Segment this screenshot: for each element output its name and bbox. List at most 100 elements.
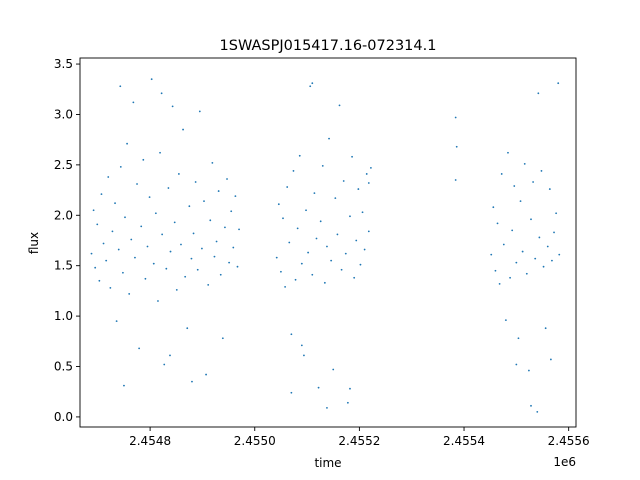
data-point	[288, 241, 291, 244]
data-point	[228, 261, 231, 264]
data-point	[163, 363, 166, 366]
data-point	[496, 222, 499, 225]
data-point	[115, 320, 118, 323]
data-point	[186, 327, 189, 330]
data-point	[109, 286, 112, 289]
data-point	[525, 272, 528, 275]
data-point	[144, 277, 147, 280]
data-point	[355, 239, 358, 242]
data-point	[161, 233, 164, 236]
y-tick-label: 2.5	[54, 158, 73, 172]
data-point	[160, 92, 163, 95]
data-point	[553, 231, 555, 234]
data-point	[515, 363, 518, 366]
data-point	[311, 273, 314, 276]
data-point	[177, 173, 180, 175]
data-point	[140, 225, 143, 228]
x-axis-label: time	[314, 456, 341, 470]
data-point	[169, 354, 171, 357]
data-point	[317, 386, 320, 389]
data-point	[558, 253, 561, 256]
y-tick-label: 0.5	[54, 360, 73, 374]
data-point	[107, 176, 110, 178]
data-point	[513, 185, 516, 187]
data-point	[544, 327, 547, 330]
data-point	[117, 248, 120, 251]
data-point	[351, 155, 353, 158]
data-point	[207, 283, 210, 286]
data-point	[517, 337, 520, 340]
data-point	[190, 257, 193, 260]
data-point	[546, 245, 549, 248]
data-point	[357, 188, 360, 190]
data-point	[321, 164, 324, 167]
data-point	[532, 181, 534, 183]
x-axis-ticks: 2.4548 2.4550 2.4552 2.4554 2.4556	[129, 427, 590, 448]
data-point	[105, 259, 108, 262]
data-point	[286, 186, 289, 188]
data-point	[126, 142, 128, 145]
data-point	[340, 268, 343, 271]
data-point	[173, 221, 176, 224]
data-point	[367, 230, 370, 233]
data-point	[280, 270, 282, 273]
data-point	[128, 293, 131, 295]
x-axis-offset-label: 1e6	[553, 455, 576, 469]
data-point	[284, 285, 286, 288]
data-point	[537, 92, 540, 95]
data-point	[542, 265, 545, 268]
chart-title: 1SWASPJ015417.16-072314.1	[220, 38, 437, 54]
data-point	[338, 104, 341, 107]
y-axis-ticks: 0.0 0.5 1.0 1.5 2.0 2.5 3.0 3.5	[54, 57, 80, 424]
data-point	[142, 158, 145, 161]
data-point	[336, 233, 339, 236]
data-point	[346, 401, 349, 404]
data-point	[226, 178, 228, 180]
data-point	[232, 246, 235, 249]
data-point	[171, 105, 174, 108]
data-points	[90, 78, 561, 413]
data-point	[538, 236, 541, 239]
data-point	[90, 252, 93, 255]
data-point	[367, 182, 370, 184]
data-point	[219, 273, 222, 276]
data-point	[94, 266, 97, 269]
y-axis-label: flux	[27, 232, 41, 254]
data-point	[530, 218, 532, 221]
data-point	[119, 85, 122, 88]
data-point	[159, 151, 161, 154]
data-point	[305, 209, 307, 212]
data-point	[540, 170, 543, 172]
data-point	[209, 219, 212, 222]
data-point	[290, 333, 293, 336]
data-point	[188, 205, 191, 208]
data-point	[196, 268, 199, 271]
x-tick-label: 2.4556	[548, 434, 590, 448]
y-tick-label: 0.0	[54, 410, 73, 424]
data-point	[530, 404, 532, 407]
data-point	[454, 179, 457, 181]
data-point	[490, 253, 493, 256]
data-point	[548, 188, 551, 190]
data-point	[167, 187, 170, 189]
data-point	[148, 196, 151, 199]
data-point	[507, 151, 509, 154]
data-point	[157, 300, 159, 302]
data-point	[342, 180, 345, 182]
data-point	[138, 347, 141, 350]
data-point	[203, 200, 205, 203]
data-point	[217, 190, 220, 192]
data-point	[332, 368, 335, 371]
data-point	[307, 251, 310, 254]
data-point	[154, 212, 157, 215]
data-point	[359, 263, 362, 266]
data-point	[326, 245, 328, 248]
data-point	[361, 211, 364, 214]
y-tick-label: 2.0	[54, 208, 73, 222]
data-point	[234, 195, 237, 198]
data-point	[555, 212, 558, 215]
data-point	[300, 262, 303, 265]
data-point	[275, 256, 278, 259]
y-tick-label: 3.5	[54, 57, 73, 71]
data-point	[551, 259, 553, 262]
